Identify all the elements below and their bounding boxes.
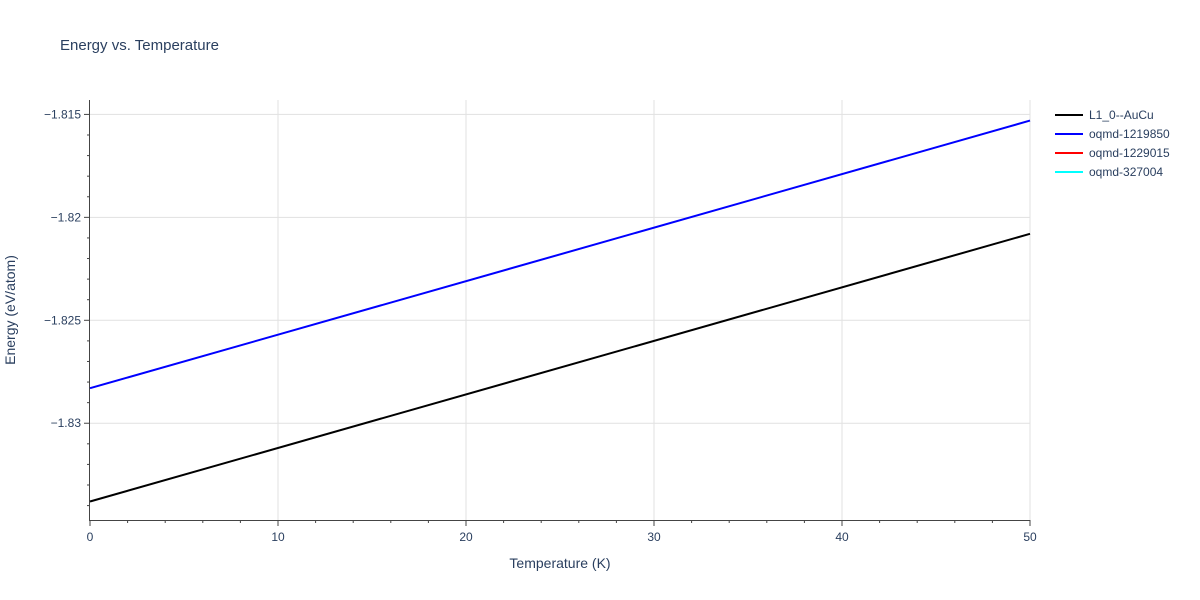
x-tick-label: 50	[1023, 530, 1037, 544]
x-tick-label: 40	[835, 530, 849, 544]
legend-item[interactable]: oqmd-1229015	[1055, 146, 1170, 160]
series-line	[89, 119, 1031, 390]
x-tick-label: 10	[271, 530, 285, 544]
series-lines	[89, 119, 1031, 503]
minor-ticks	[87, 134, 993, 523]
series-line	[89, 232, 1031, 503]
y-axis-title: Energy (eV/atom)	[2, 255, 18, 365]
grid	[90, 100, 1031, 520]
legend-label: oqmd-1229015	[1089, 146, 1170, 160]
legend-item[interactable]: oqmd-327004	[1055, 165, 1163, 179]
y-tick-label: −1.83	[51, 416, 82, 430]
x-tick-label: 0	[87, 530, 94, 544]
x-axis-ticks: 0 10 20 30 40 50	[87, 520, 1037, 544]
legend-label: oqmd-327004	[1089, 165, 1163, 179]
legend-label: oqmd-1219850	[1089, 127, 1170, 141]
y-tick-label: −1.82	[51, 210, 82, 224]
x-tick-label: 20	[459, 530, 473, 544]
chart-title: Energy vs. Temperature	[60, 37, 219, 54]
legend-item[interactable]: oqmd-1219850	[1055, 127, 1170, 141]
legend-item[interactable]: L1_0--AuCu	[1055, 108, 1154, 122]
legend[interactable]: L1_0--AuCu oqmd-1219850 oqmd-1229015 oqmd-3…	[1055, 108, 1170, 179]
y-axis-ticks: −1.83 −1.825 −1.82 −1.815	[44, 107, 90, 430]
legend-label: L1_0--AuCu	[1089, 108, 1154, 122]
x-tick-label: 30	[647, 530, 661, 544]
y-tick-label: −1.815	[44, 107, 81, 121]
y-tick-label: −1.825	[44, 313, 81, 327]
x-axis-title: Temperature (K)	[509, 555, 610, 571]
